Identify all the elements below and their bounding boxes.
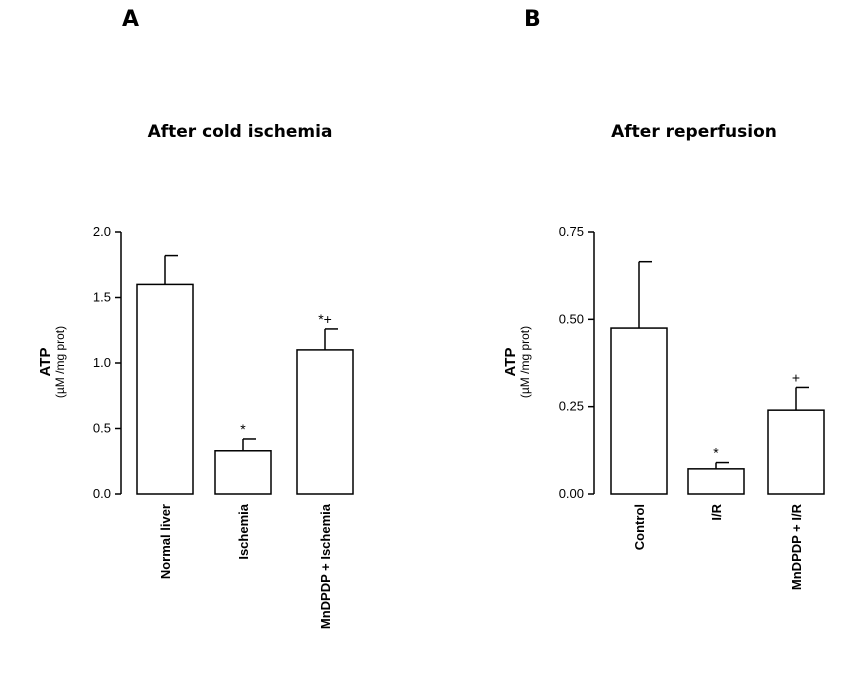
- y-tick-label: 1.0: [93, 355, 111, 370]
- bar: [296, 349, 354, 495]
- y-axis-label-b: ATP: [502, 348, 519, 377]
- significance-marker: *: [240, 421, 246, 437]
- y-axis-label-a: ATP: [37, 348, 54, 377]
- y-axis-unit-b: (µM /mg prot): [518, 326, 532, 398]
- category-label: Normal liver: [158, 504, 173, 579]
- y-tick-label: 0.50: [559, 311, 584, 326]
- y-tick-label: 0.5: [93, 421, 111, 436]
- bar: [767, 409, 825, 495]
- panel-a: A After cold ischemia ATP (µM /mg prot) …: [37, 7, 354, 629]
- bar: [136, 283, 194, 495]
- y-tick-label: 0.00: [559, 486, 584, 501]
- y-tick-label: 2.0: [93, 224, 111, 239]
- category-label: Control: [632, 504, 647, 550]
- plot-area-a: 0.0 0.5 1.0 1.5 2.0 Normal liver * Ischemia *+ Mn…: [93, 224, 354, 629]
- y-axis-unit-a: (µM /mg prot): [53, 326, 67, 398]
- significance-marker: *+: [318, 311, 332, 327]
- plot-area-b: 0.00 0.25 0.50 0.75 Control * I/R + MnDPDP + I/R: [559, 224, 825, 590]
- panel-letter-a: A: [122, 7, 139, 32]
- bar: [687, 468, 745, 495]
- y-tick-label: 0.0: [93, 486, 111, 501]
- panel-letter-b: B: [524, 7, 541, 32]
- bar: [214, 450, 272, 495]
- panel-b: B After reperfusion ATP (µM /mg prot) 0.…: [502, 7, 825, 590]
- category-label: MnDPDP + I/R: [789, 503, 804, 590]
- significance-marker: *: [713, 445, 719, 461]
- significance-marker: +: [792, 369, 800, 385]
- y-tick-label: 0.25: [559, 399, 584, 414]
- y-tick-label: 0.75: [559, 224, 584, 239]
- y-tick-label: 1.5: [93, 290, 111, 305]
- chart-title-b: After reperfusion: [611, 122, 777, 142]
- category-label: MnDPDP + Ischemia: [318, 503, 333, 629]
- bar: [610, 327, 668, 495]
- category-label: I/R: [709, 503, 724, 520]
- category-label: Ischemia: [236, 503, 251, 559]
- chart-title-a: After cold ischemia: [148, 122, 333, 142]
